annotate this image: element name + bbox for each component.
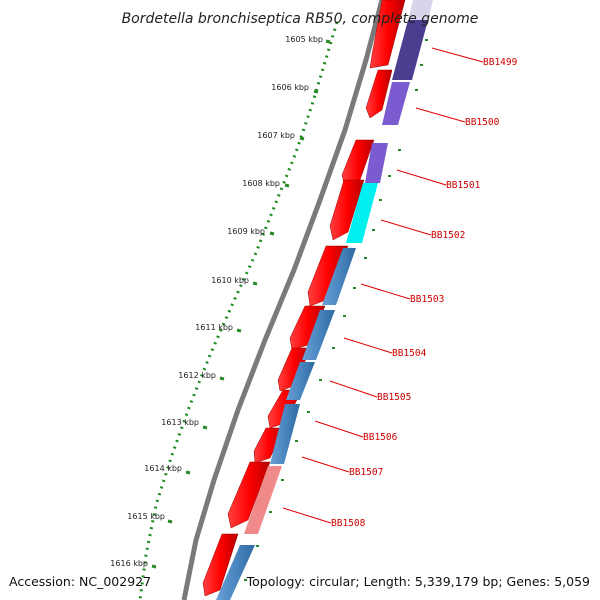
kbp-label: 1612 kbp <box>178 371 216 380</box>
gene-label: BB1507 <box>349 467 383 478</box>
kbp-label: 1606 kbp <box>271 83 309 92</box>
gene-label: BB1501 <box>446 180 481 191</box>
kbp-label: 1607 kbp <box>257 131 295 140</box>
cds-arrow <box>227 461 271 529</box>
genome-backbone <box>181 0 385 600</box>
gene-label: BB1502 <box>431 230 465 241</box>
feature-purple-small <box>365 143 388 183</box>
feature-cyan <box>346 183 378 243</box>
feature-lavender <box>408 0 433 20</box>
kbp-label: 1610 kbp <box>211 276 249 285</box>
kbp-label: 1608 kbp <box>242 179 280 188</box>
cds-arrow <box>369 0 406 69</box>
topology-text: Topology: circular; Length: 5,339,179 bp… <box>246 574 590 589</box>
cds-arrow <box>202 533 239 597</box>
kbp-label: 1614 kbp <box>144 464 182 473</box>
gene-label: BB1505 <box>377 392 411 403</box>
red-cds-track <box>202 0 406 597</box>
cds-arrow <box>289 305 326 351</box>
cds-arrow <box>365 69 393 119</box>
gene-label: BB1503 <box>410 294 444 305</box>
kbp-label: 1613 kbp <box>161 418 199 427</box>
kbp-ticks <box>151 39 331 569</box>
gene-label: BB1499 <box>483 57 518 68</box>
accession-text: Accession: NC_002927 <box>9 574 151 589</box>
gene-label-lines <box>282 47 484 524</box>
gene-label: BB1500 <box>465 117 500 128</box>
dotted-scale-ring <box>138 21 339 600</box>
kbp-label: 1616 kbp <box>110 559 148 568</box>
gene-label: BB1504 <box>392 348 427 359</box>
feature-pink <box>244 466 282 534</box>
feature-dark-purple <box>392 20 428 80</box>
kbp-label: 1611 kbp <box>195 323 233 332</box>
gene-label: BB1508 <box>331 518 366 529</box>
gene-label: BB1506 <box>363 432 398 443</box>
cds-arrow <box>329 179 365 241</box>
kbp-label: 1605 kbp <box>285 35 323 44</box>
feature-purple <box>382 82 410 125</box>
inner-green-ticks <box>244 39 428 581</box>
cds-arrow <box>307 245 349 307</box>
blue-inner-track <box>216 248 356 600</box>
kbp-label: 1609 kbp <box>227 227 265 236</box>
kbp-label: 1615 kbp <box>127 512 165 521</box>
map-title: Bordetella bronchiseptica RB50, complete… <box>122 11 479 27</box>
